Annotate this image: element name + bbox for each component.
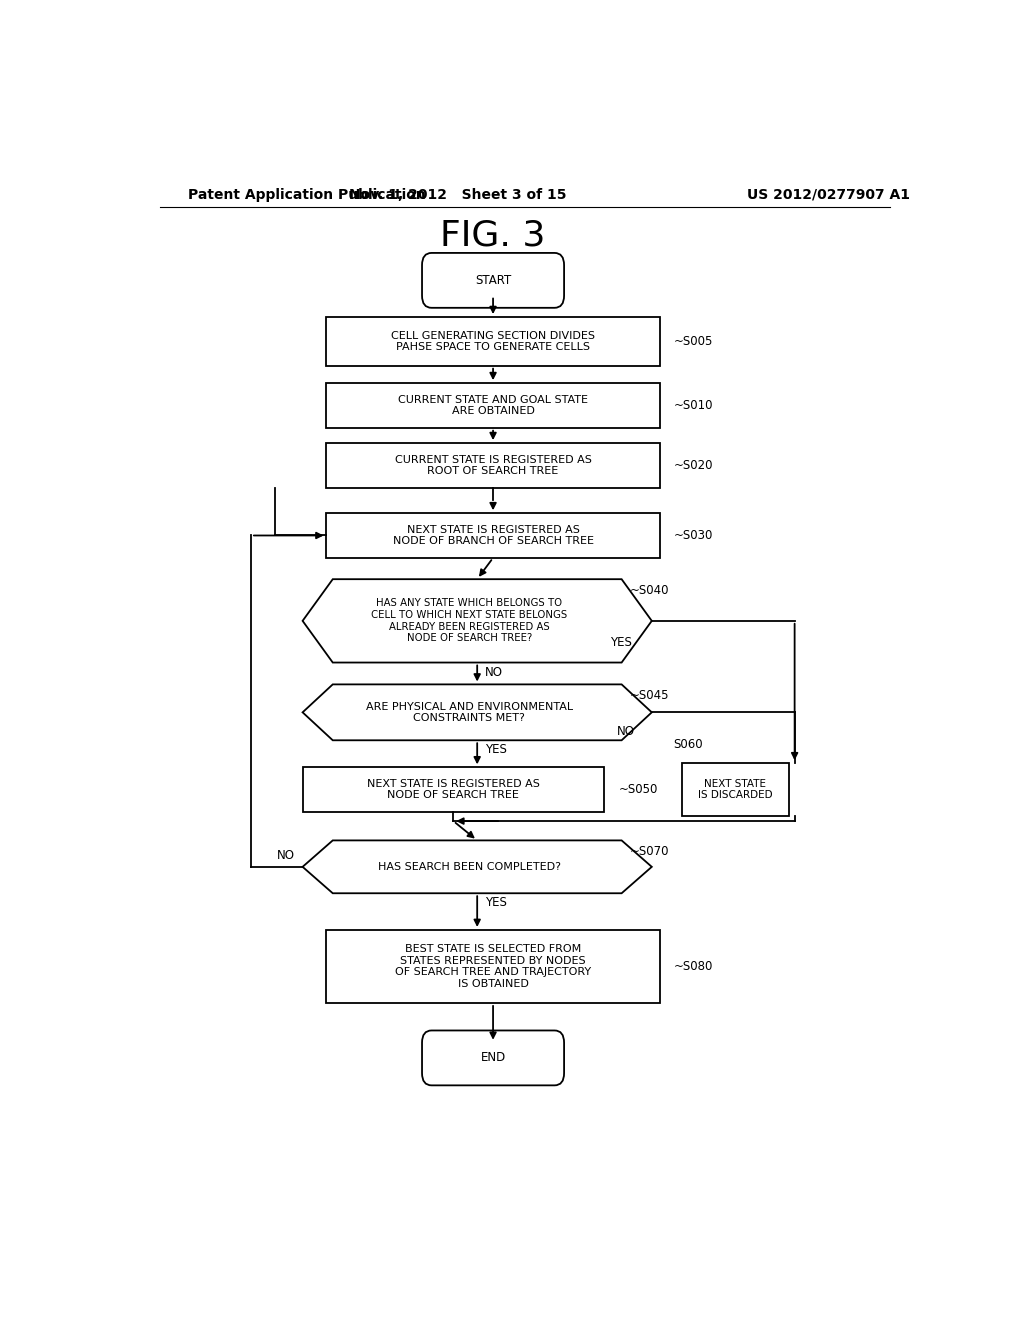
Text: NO: NO (485, 665, 503, 678)
Text: YES: YES (485, 743, 507, 756)
Text: ARE PHYSICAL AND ENVIRONMENTAL
CONSTRAINTS MET?: ARE PHYSICAL AND ENVIRONMENTAL CONSTRAIN… (366, 701, 572, 723)
FancyBboxPatch shape (327, 317, 659, 366)
Text: CURRENT STATE IS REGISTERED AS
ROOT OF SEARCH TREE: CURRENT STATE IS REGISTERED AS ROOT OF S… (394, 454, 592, 477)
Text: START: START (475, 273, 511, 286)
Polygon shape (303, 579, 652, 663)
FancyBboxPatch shape (422, 253, 564, 308)
Text: NEXT STATE IS REGISTERED AS
NODE OF SEARCH TREE: NEXT STATE IS REGISTERED AS NODE OF SEAR… (367, 779, 540, 800)
Text: ~S005: ~S005 (674, 335, 714, 348)
FancyBboxPatch shape (422, 1031, 564, 1085)
Text: FIG. 3: FIG. 3 (440, 219, 546, 252)
Polygon shape (303, 684, 652, 741)
Text: US 2012/0277907 A1: US 2012/0277907 A1 (748, 187, 910, 202)
Text: Nov. 1, 2012   Sheet 3 of 15: Nov. 1, 2012 Sheet 3 of 15 (348, 187, 566, 202)
Text: NEXT STATE IS REGISTERED AS
NODE OF BRANCH OF SEARCH TREE: NEXT STATE IS REGISTERED AS NODE OF BRAN… (392, 524, 594, 546)
Text: CELL GENERATING SECTION DIVIDES
PAHSE SPACE TO GENERATE CELLS: CELL GENERATING SECTION DIVIDES PAHSE SP… (391, 330, 595, 352)
FancyBboxPatch shape (303, 767, 604, 812)
FancyBboxPatch shape (327, 929, 659, 1003)
Text: YES: YES (610, 636, 632, 649)
Text: ~S030: ~S030 (674, 529, 714, 543)
FancyBboxPatch shape (682, 763, 788, 816)
Text: YES: YES (485, 896, 507, 909)
FancyBboxPatch shape (327, 513, 659, 558)
Text: ~S010: ~S010 (674, 399, 714, 412)
Text: HAS ANY STATE WHICH BELONGS TO
CELL TO WHICH NEXT STATE BELONGS
ALREADY BEEN REG: HAS ANY STATE WHICH BELONGS TO CELL TO W… (371, 598, 567, 643)
Polygon shape (303, 841, 652, 894)
Text: HAS SEARCH BEEN COMPLETED?: HAS SEARCH BEEN COMPLETED? (378, 862, 561, 871)
Text: BEST STATE IS SELECTED FROM
STATES REPRESENTED BY NODES
OF SEARCH TREE AND TRAJE: BEST STATE IS SELECTED FROM STATES REPRE… (395, 944, 591, 989)
FancyBboxPatch shape (327, 383, 659, 428)
Text: ~S045: ~S045 (630, 689, 669, 702)
Text: NO: NO (276, 849, 295, 862)
Text: Patent Application Publication: Patent Application Publication (187, 187, 425, 202)
Text: NO: NO (616, 725, 635, 738)
Text: ~S020: ~S020 (674, 459, 714, 471)
Text: NEXT STATE
IS DISCARDED: NEXT STATE IS DISCARDED (697, 779, 772, 800)
Text: CURRENT STATE AND GOAL STATE
ARE OBTAINED: CURRENT STATE AND GOAL STATE ARE OBTAINE… (398, 395, 588, 416)
FancyBboxPatch shape (327, 444, 659, 487)
Text: ~S070: ~S070 (630, 846, 669, 858)
Text: ~S040: ~S040 (630, 585, 669, 597)
Text: ~S080: ~S080 (674, 960, 714, 973)
Text: ~S050: ~S050 (618, 783, 657, 796)
Text: END: END (480, 1052, 506, 1064)
Text: S060: S060 (674, 738, 703, 751)
